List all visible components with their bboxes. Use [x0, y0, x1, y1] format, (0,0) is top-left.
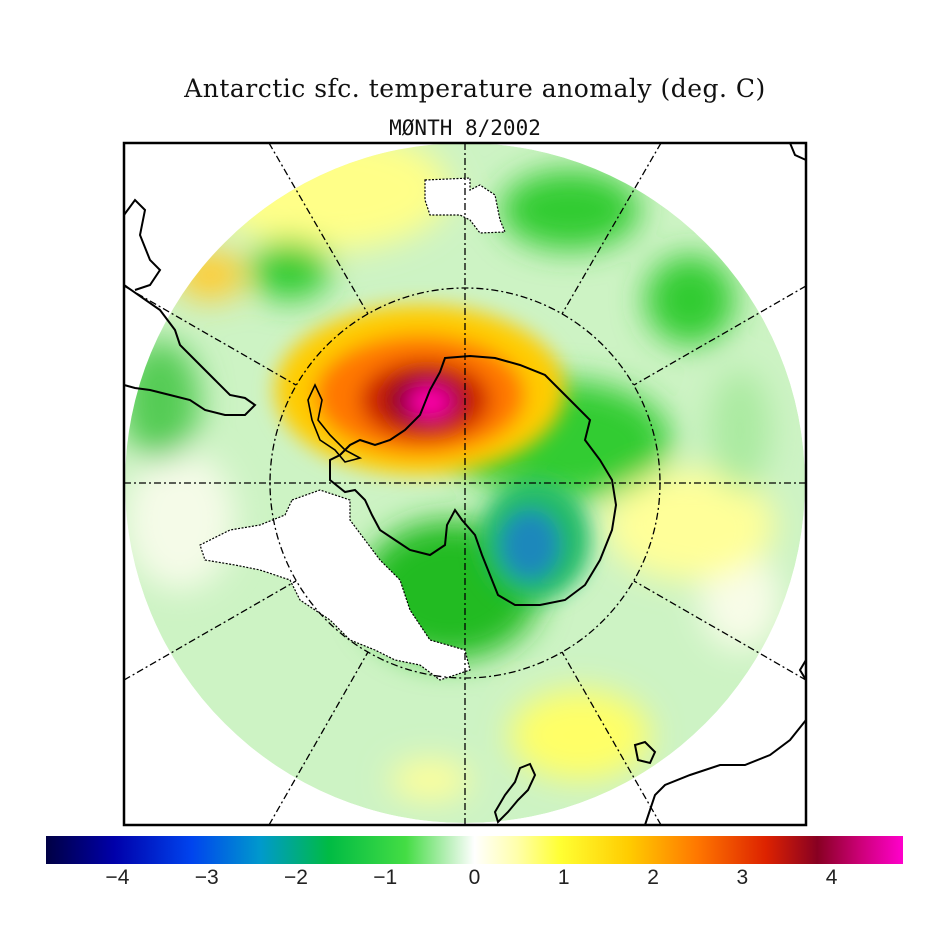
colorbar-tick-label: 1 [557, 866, 570, 889]
colorbar-tick-label: 0 [468, 866, 481, 889]
australia-coast [644, 719, 807, 826]
south-america-coast [123, 284, 257, 416]
map-subtitle: MØNTH 8/2002 [389, 116, 541, 140]
graticule [124, 143, 806, 825]
colorbar-tick-label: 3 [736, 866, 749, 889]
new-zealand [493, 762, 537, 824]
colorbar-tick-label: 2 [647, 866, 659, 889]
colorbar-tick-label: −3 [194, 866, 219, 889]
tasmania [633, 740, 657, 765]
antarctic-peninsula [307, 383, 363, 463]
colorbar-tick-label: 4 [825, 866, 838, 889]
australia-coast-east [798, 659, 807, 681]
anomaly-field [125, 143, 805, 823]
map-title: Antarctic sfc. temperature anomaly (deg.… [184, 74, 766, 103]
africa-coast [789, 142, 807, 161]
map-frame [122, 141, 808, 827]
colorbar-tick-label: −4 [105, 866, 130, 889]
south-america-coast-north [123, 198, 162, 291]
antarctica-coastline [329, 354, 618, 606]
colorbar-tick-label: −2 [283, 866, 308, 889]
colorbar [46, 836, 903, 864]
colorbar-tick-label: −1 [373, 866, 398, 889]
